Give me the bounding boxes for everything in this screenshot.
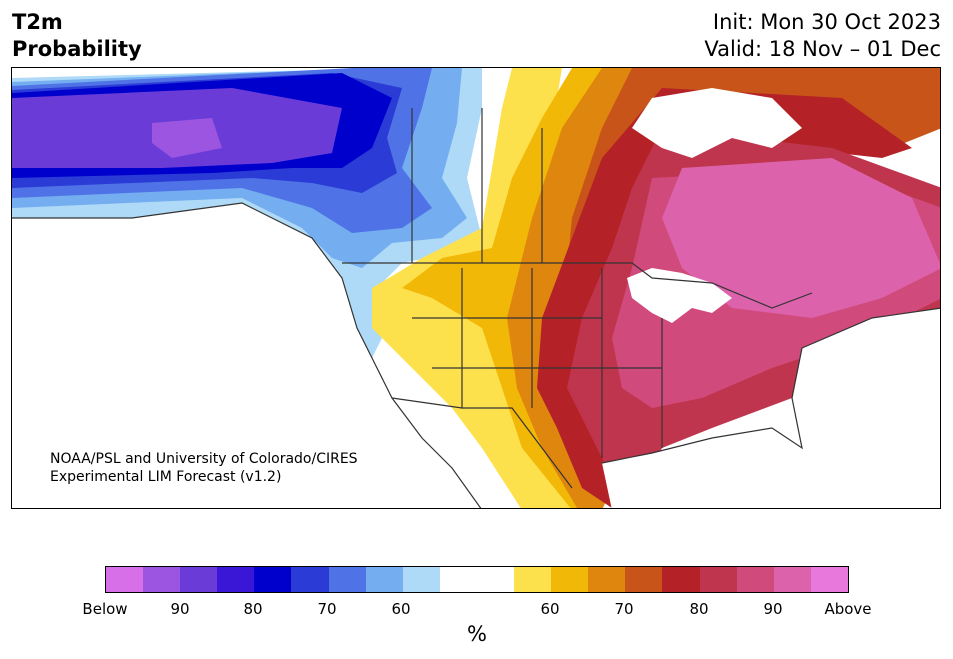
colorbar-cell [625, 567, 663, 592]
colorbar-cell [736, 567, 774, 592]
colorbar-cell [810, 567, 848, 592]
colorbar-tick-label: 80 [243, 600, 263, 618]
hudson-bay [632, 88, 802, 158]
colorbar-cell [106, 567, 144, 592]
colorbar-tick-label: Below [82, 600, 128, 618]
colorbar-cell [551, 567, 589, 592]
init-date: Init: Mon 30 Oct 2023 [712, 10, 941, 34]
pacific [12, 203, 481, 508]
colorbar-cell [773, 567, 811, 592]
colorbar-tick-label: 80 [689, 600, 709, 618]
colorbar-cell [143, 567, 181, 592]
below-97-region [152, 118, 222, 158]
colorbar-tick-label: 60 [391, 600, 411, 618]
colorbar-tick-label: 90 [170, 600, 190, 618]
colorbar-cell [217, 567, 255, 592]
gulf-of-mexico [602, 428, 802, 508]
great-lakes [627, 268, 732, 323]
colorbar-tick-label: 70 [614, 600, 634, 618]
colorbar-cell [254, 567, 292, 592]
us-mexico-border [391, 397, 573, 489]
colorbar-tick-label: 90 [763, 600, 783, 618]
colorbar-cell [476, 567, 515, 592]
colorbar-tick-label: 70 [317, 600, 337, 618]
colorbar-cell [588, 567, 626, 592]
colorbar-cell [662, 567, 700, 592]
canada-us-border [342, 262, 813, 309]
colorbar-cell [365, 567, 403, 592]
above-95-region [662, 158, 940, 318]
map-canvas [12, 68, 940, 508]
map-title: T2m Probability [12, 9, 142, 63]
colorbar-cell [699, 567, 737, 592]
credit-line-2: Experimental LIM Forecast (v1.2) [50, 469, 282, 485]
coastline [12, 202, 482, 508]
variable-label: T2m [12, 10, 63, 34]
product-label: Probability [12, 37, 142, 61]
boundary-lines [12, 108, 940, 508]
colorbar-cell [439, 567, 477, 592]
credit-text: NOAA/PSL and University of Colorado/CIRE… [50, 450, 358, 486]
valid-range: Valid: 18 Nov – 01 Dec [704, 37, 941, 61]
atlantic [773, 308, 940, 508]
colorbar [105, 566, 849, 593]
colorbar-cell [180, 567, 218, 592]
probability-map: NOAA/PSL and University of Colorado/CIRE… [11, 67, 941, 509]
forecast-dates: Init: Mon 30 Oct 2023 Valid: 18 Nov – 01… [704, 9, 941, 63]
colorbar-cell [514, 567, 552, 592]
east-coastline [601, 307, 940, 464]
colorbar-unit: % [467, 622, 487, 646]
colorbar-cell [291, 567, 329, 592]
colorbar-tick-label: 60 [540, 600, 560, 618]
colorbar-cell [328, 567, 366, 592]
colorbar-cell [402, 567, 440, 592]
credit-line-1: NOAA/PSL and University of Colorado/CIRE… [50, 451, 358, 467]
colorbar-tick-label: Above [824, 600, 872, 618]
